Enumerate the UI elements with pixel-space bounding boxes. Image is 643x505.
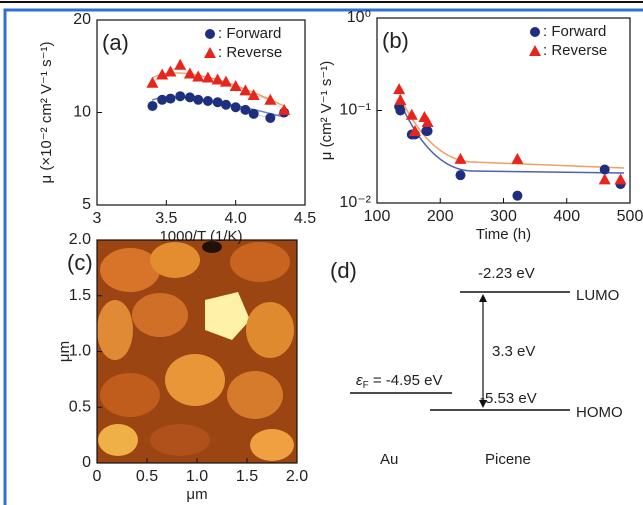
legend-marker bbox=[204, 47, 216, 58]
marker bbox=[165, 94, 175, 104]
fit-curve bbox=[399, 100, 624, 173]
y-axis-label: μm bbox=[56, 341, 73, 362]
marker bbox=[164, 65, 176, 76]
y-tick-label: 10⁰ bbox=[347, 9, 371, 26]
legend-label: : Reverse bbox=[218, 44, 282, 61]
figure: (d) -2.23 eV LUMO 3.3 eV -5.53 eV HOMO ε… bbox=[0, 0, 643, 505]
y-tick-label: 1.5 bbox=[69, 287, 91, 304]
x-axis-label: μm bbox=[186, 486, 207, 503]
homo-energy: -5.53 eV bbox=[480, 390, 537, 407]
x-tick-label: 400 bbox=[553, 208, 580, 225]
marker bbox=[615, 173, 627, 184]
gap-label: 3.3 eV bbox=[492, 343, 535, 360]
fermi-text: = -4.95 eV bbox=[369, 372, 443, 389]
arrow-head bbox=[479, 294, 487, 302]
homo-label: HOMO bbox=[576, 404, 623, 421]
y-tick-label: 2.0 bbox=[69, 231, 91, 248]
marker bbox=[455, 170, 465, 180]
marker bbox=[394, 94, 406, 105]
x-axis-label: 1000/T (1/K) bbox=[159, 228, 242, 245]
marker bbox=[147, 101, 157, 111]
marker bbox=[175, 91, 185, 101]
marker bbox=[265, 113, 275, 123]
x-axis-label: Time (h) bbox=[476, 226, 531, 243]
marker bbox=[423, 126, 433, 136]
panel-label: (a) bbox=[102, 30, 129, 55]
x-tick-label: 300 bbox=[490, 208, 517, 225]
fit-curve bbox=[399, 95, 624, 168]
fermi-label: εF = -4.95 eV bbox=[356, 372, 443, 391]
x-tick-label: 1.0 bbox=[186, 468, 208, 485]
lumo-label: LUMO bbox=[576, 287, 619, 304]
panel-label: (b) bbox=[382, 28, 409, 53]
lumo-energy: -2.23 eV bbox=[478, 265, 535, 282]
x-tick-label: 0.5 bbox=[136, 468, 158, 485]
marker bbox=[221, 100, 231, 110]
molecule-label: Picene bbox=[485, 451, 531, 468]
afm-image bbox=[97, 240, 297, 463]
legend-label: : Reverse bbox=[543, 42, 607, 59]
legend-marker bbox=[529, 45, 541, 56]
x-tick-label: 4.5 bbox=[294, 210, 316, 227]
marker bbox=[511, 153, 523, 164]
x-tick-label: 200 bbox=[427, 208, 454, 225]
metal-label: Au bbox=[380, 451, 398, 468]
marker bbox=[174, 59, 186, 70]
y-tick-label: 10⁻¹ bbox=[339, 102, 371, 119]
marker bbox=[193, 95, 203, 105]
y-tick-label: 10 bbox=[73, 104, 91, 121]
marker bbox=[146, 77, 158, 88]
energy-diagram: (d) -2.23 eV LUMO 3.3 eV -5.53 eV HOMO ε… bbox=[330, 258, 623, 468]
marker bbox=[231, 102, 241, 112]
marker bbox=[599, 173, 611, 184]
marker bbox=[600, 165, 610, 175]
x-tick-label: 3.5 bbox=[155, 210, 177, 227]
marker bbox=[278, 104, 290, 115]
legend-marker bbox=[530, 27, 540, 37]
marker bbox=[395, 106, 405, 116]
legend-label: : Forward bbox=[218, 25, 281, 42]
legend-label: : Forward bbox=[543, 23, 606, 40]
panel-label: (c) bbox=[67, 250, 93, 275]
legend-marker bbox=[205, 29, 215, 39]
x-tick-label: 0 bbox=[93, 468, 102, 485]
y-tick-label: 10⁻² bbox=[339, 194, 371, 211]
x-tick-label: 3 bbox=[93, 210, 102, 227]
x-tick-label: 2.0 bbox=[286, 468, 308, 485]
y-tick-label: 0 bbox=[82, 454, 91, 471]
y-axis-label: μ (cm² V⁻¹ s⁻¹) bbox=[318, 61, 335, 160]
marker bbox=[230, 80, 242, 91]
x-tick-label: 500 bbox=[617, 208, 643, 225]
y-axis-label: μ (×10⁻² cm² V⁻¹ s⁻¹) bbox=[38, 42, 55, 184]
marker bbox=[264, 94, 276, 105]
y-tick-label: 20 bbox=[73, 11, 91, 28]
panel-label: (d) bbox=[330, 258, 357, 283]
x-tick-label: 1.5 bbox=[236, 468, 258, 485]
marker bbox=[203, 96, 213, 106]
marker bbox=[512, 191, 522, 201]
x-tick-label: 4.0 bbox=[225, 210, 247, 227]
marker bbox=[249, 109, 259, 119]
y-tick-label: 5 bbox=[82, 196, 91, 213]
marker bbox=[393, 83, 405, 94]
marker bbox=[239, 84, 251, 95]
y-tick-label: 0.5 bbox=[69, 398, 91, 415]
